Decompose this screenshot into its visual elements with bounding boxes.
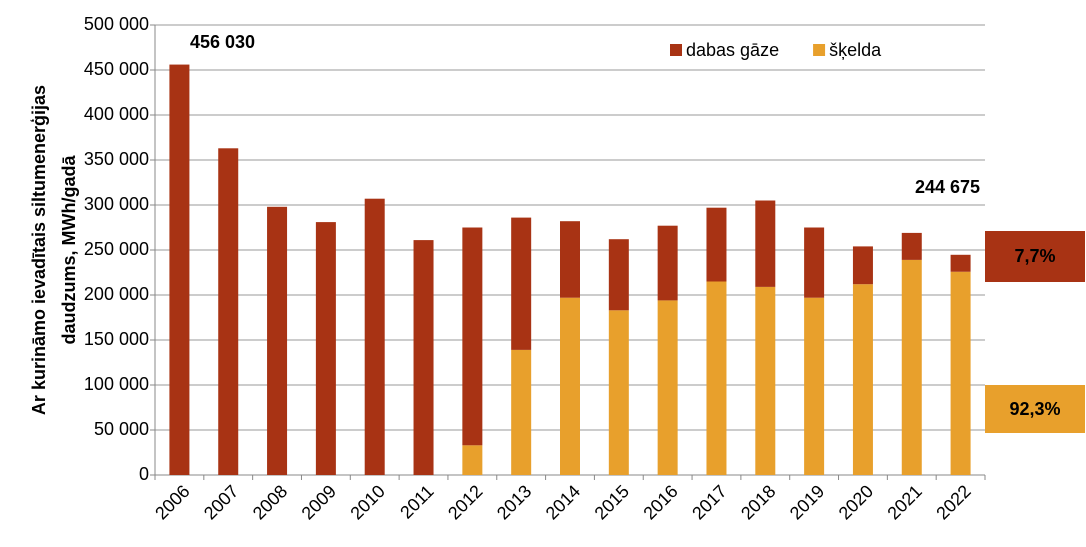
x-tick-label-group: 2019 (786, 481, 828, 523)
x-tick-label: 2015 (591, 481, 633, 523)
legend-label: dabas gāze (686, 40, 779, 60)
x-tick-label-group: 2009 (298, 481, 340, 523)
y-axis-title-line: Ar kurināmo ievadītais siltumenerģijas (29, 85, 49, 415)
x-tick-label: 2020 (835, 481, 877, 523)
bar-segment (755, 200, 776, 287)
y-tick-label: 50 000 (94, 419, 149, 439)
x-tick-label-group: 2017 (688, 481, 730, 523)
y-tick-label: 100 000 (84, 374, 149, 394)
bar-segment (950, 271, 971, 475)
bar-segment (706, 207, 727, 282)
x-tick-label: 2012 (444, 481, 486, 523)
x-tick-label: 2006 (151, 481, 193, 523)
bar-segment (755, 286, 776, 475)
x-tick-label-group: 2008 (249, 481, 291, 523)
bar-segment (608, 239, 629, 311)
x-tick-label-group: 2022 (932, 481, 974, 523)
y-axis-title: Ar kurināmo ievadītais siltumenerģijas d… (29, 85, 79, 415)
x-tick-label: 2014 (542, 481, 584, 523)
x-tick-label: 2016 (639, 481, 681, 523)
x-tick-label: 2018 (737, 481, 779, 523)
x-tick-label-group: 2015 (591, 481, 633, 523)
bar-segment (804, 227, 825, 298)
x-tick-label: 2021 (883, 481, 925, 523)
x-tick-label-group: 2011 (396, 481, 438, 523)
x-tick-label-group: 2014 (542, 481, 584, 523)
bar-segment (560, 221, 580, 298)
bar-segment (608, 310, 629, 475)
x-tick-label-group: 2018 (737, 481, 779, 523)
x-tick-label-group: 2013 (493, 481, 535, 523)
bar-segment (706, 281, 727, 475)
x-tick-label-group: 2012 (444, 481, 486, 523)
bar-segment (169, 64, 190, 475)
bar-segment (413, 240, 434, 475)
legend-swatch (813, 44, 826, 56)
y-axis-title-line: daudzums, MWh/gadā (59, 155, 79, 345)
y-tick-label: 0 (139, 464, 149, 484)
x-tick-label: 2017 (688, 481, 730, 523)
y-tick-label: 150 000 (84, 329, 149, 349)
bar-segment (852, 284, 873, 475)
legend-label: šķelda (829, 40, 882, 60)
legend-swatch (670, 44, 682, 56)
x-tick-label: 2009 (298, 481, 340, 523)
share-box (985, 231, 1085, 282)
x-tick-label: 2007 (200, 481, 242, 523)
y-tick-label: 350 000 (84, 149, 149, 169)
bar-segment (804, 297, 825, 475)
bar-segment (364, 198, 385, 475)
bar-segment (901, 259, 922, 475)
x-tick-label-group: 2020 (835, 481, 877, 523)
annotation: 456 030 (190, 32, 255, 52)
x-tick-label-group: 2010 (346, 481, 388, 523)
share-label: 92,3% (1009, 399, 1060, 419)
x-tick-label-group: 2007 (200, 481, 242, 523)
x-tick-label: 2022 (932, 481, 974, 523)
x-tick-label: 2010 (346, 481, 388, 523)
bar-segment (657, 300, 678, 475)
annotation: 244 675 (915, 177, 980, 197)
bar-segment (218, 148, 239, 476)
bar-segment (950, 254, 971, 272)
y-tick-label: 500 000 (84, 14, 149, 34)
y-tick-label: 200 000 (84, 284, 149, 304)
share-box (985, 385, 1085, 433)
bar-segment (462, 445, 483, 475)
bar-segment (315, 222, 336, 475)
bar-segment (511, 217, 532, 350)
x-tick-label-group: 2021 (883, 481, 925, 523)
bar-segment (560, 297, 580, 475)
bar-segment (901, 232, 922, 260)
bar-segment (852, 246, 873, 285)
y-tick-label: 300 000 (84, 194, 149, 214)
x-tick-label: 2011 (396, 481, 438, 523)
bar-segment (267, 206, 288, 476)
bar-segment (511, 349, 532, 475)
share-label: 7,7% (1014, 246, 1055, 266)
x-tick-label: 2013 (493, 481, 535, 523)
x-tick-label-group: 2006 (151, 481, 193, 523)
bar-segment (657, 225, 678, 301)
x-tick-label: 2019 (786, 481, 828, 523)
y-tick-label: 450 000 (84, 59, 149, 79)
y-tick-label: 250 000 (84, 239, 149, 259)
x-tick-label-group: 2016 (639, 481, 681, 523)
y-tick-label: 400 000 (84, 104, 149, 124)
x-tick-label: 2008 (249, 481, 291, 523)
bar-segment (462, 227, 483, 446)
